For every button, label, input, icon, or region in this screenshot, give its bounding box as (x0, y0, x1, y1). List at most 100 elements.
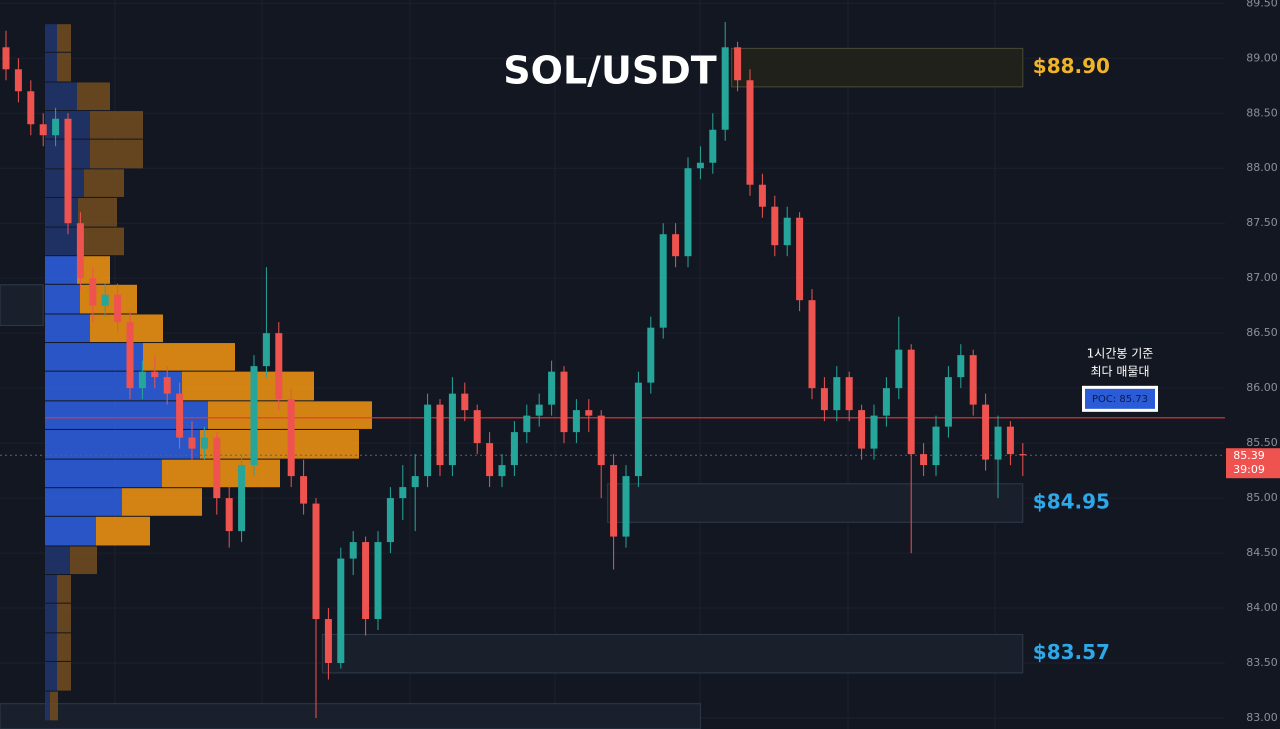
y-tick-label: 89.00 (1246, 51, 1278, 64)
profile-buy (45, 661, 57, 691)
candle-body (275, 333, 283, 400)
candle-body (1019, 454, 1027, 456)
candle-body (994, 426, 1002, 460)
candle-body (424, 404, 432, 477)
candle-body (386, 498, 394, 543)
candle-body (300, 476, 308, 504)
candle-body (610, 465, 618, 537)
chart-title: SOL/USDT (503, 49, 717, 93)
candle-body (399, 487, 407, 499)
y-tick-label: 86.50 (1246, 326, 1278, 339)
candle-body (76, 223, 84, 279)
candle-body (287, 399, 295, 477)
candle-body (895, 349, 903, 389)
profile-sell (182, 371, 314, 401)
candle-body (151, 371, 159, 378)
candle-body (163, 377, 171, 394)
candle-body (808, 300, 816, 389)
candle-body (114, 294, 122, 323)
profile-sell (50, 691, 58, 721)
candle-body (585, 410, 593, 416)
candle-body (969, 355, 977, 405)
profile-sell (78, 197, 117, 227)
profile-sell (57, 575, 71, 603)
candle-body (498, 465, 506, 477)
profile-buy (45, 603, 57, 633)
candle-body (957, 355, 965, 378)
profile-sell (90, 111, 143, 139)
y-tick-label: 88.50 (1246, 106, 1278, 119)
candle-body (2, 47, 10, 70)
profile-sell (70, 546, 97, 575)
poc-label: POC: 85.73 (1092, 394, 1148, 405)
profile-sell (200, 429, 359, 459)
candle-body (89, 278, 97, 306)
candle-body (572, 410, 580, 433)
candle-body (200, 437, 208, 449)
candle-body (324, 619, 332, 664)
profile-buy (45, 197, 78, 227)
profile-sell (162, 459, 280, 488)
zone-label: $83.57 (1033, 640, 1110, 664)
candle-body (39, 124, 47, 136)
candle-body (374, 542, 382, 620)
profile-buy (45, 488, 122, 516)
profile-sell (122, 488, 202, 516)
candle-body (845, 377, 853, 411)
profile-sell (143, 343, 235, 371)
y-tick-label: 87.50 (1246, 216, 1278, 229)
candle-body (213, 437, 221, 499)
profile-buy (45, 82, 77, 111)
candle-body (659, 234, 667, 328)
profile-sell (77, 82, 110, 111)
candle-body (907, 349, 915, 455)
zone-label: $88.90 (1033, 54, 1110, 78)
candle-body (262, 333, 270, 367)
candle-body (176, 393, 184, 438)
profile-sell (96, 516, 150, 546)
candle-body (362, 542, 370, 620)
candle-body (672, 234, 680, 257)
profile-buy (45, 256, 77, 284)
candle-body (64, 118, 72, 224)
candle-body (250, 366, 258, 466)
profile-buy (45, 575, 57, 603)
poc-box-inner (1085, 388, 1155, 409)
candle-body (101, 294, 109, 306)
annotation: 1시간봉 기준 (1087, 347, 1154, 361)
candle-body (126, 322, 134, 389)
candle-body (696, 162, 704, 169)
profile-sell (57, 24, 71, 52)
profile-sell (82, 227, 124, 256)
candle-body (486, 443, 494, 477)
candle-body (647, 327, 655, 383)
candle-body (833, 377, 841, 411)
last-price-tag (1226, 448, 1280, 479)
profile-buy (45, 459, 162, 488)
y-tick-label: 88.00 (1246, 161, 1278, 174)
candle-body (14, 69, 22, 92)
candle-body (188, 437, 196, 449)
profile-buy (45, 52, 57, 82)
candle-body (560, 371, 568, 433)
y-tick-label: 83.00 (1246, 711, 1278, 724)
profile-buy (45, 516, 96, 546)
candle-body (882, 388, 890, 416)
price-zone (731, 47, 1024, 88)
last-price-label: 85.39 (1233, 449, 1265, 462)
profile-sell (57, 633, 71, 661)
candle-body (535, 404, 543, 416)
candle-body (870, 415, 878, 449)
candle-body (238, 465, 246, 532)
vertical-grid (114, 0, 996, 729)
candle-body (312, 503, 320, 620)
candle-body (758, 184, 766, 207)
candle-body (746, 80, 754, 185)
candle-body (932, 426, 940, 466)
candle-body (634, 382, 642, 477)
candle-body (622, 476, 630, 537)
candle-body (684, 168, 692, 257)
profile-sell (84, 169, 124, 197)
candle-body (138, 371, 146, 389)
